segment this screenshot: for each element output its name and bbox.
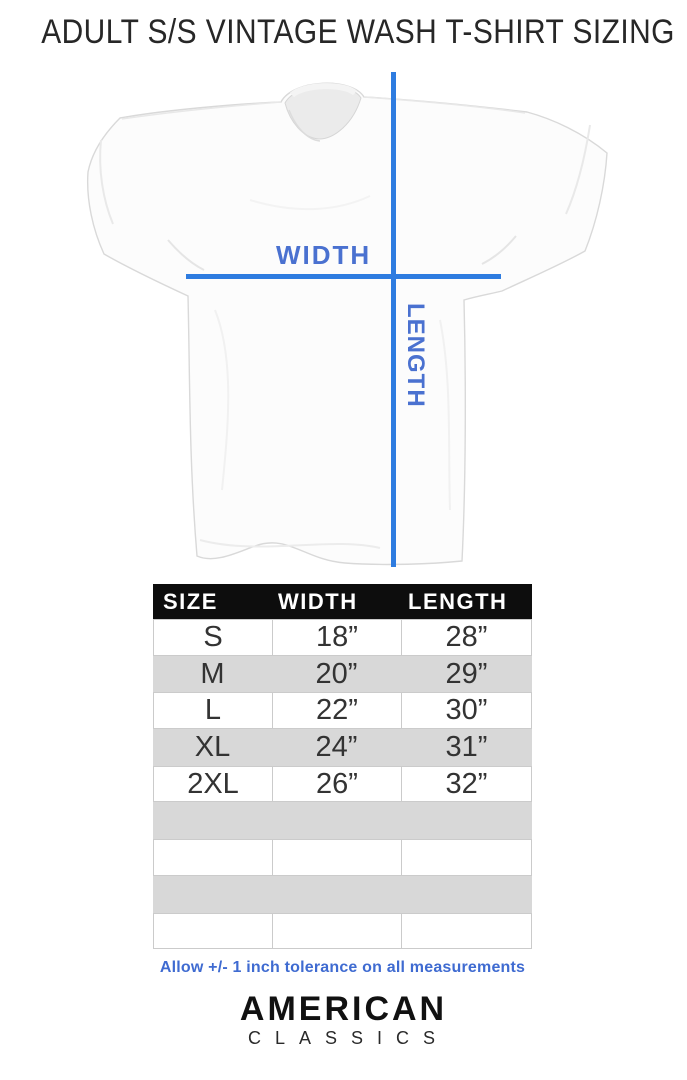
size-row-l: L 22” 30” bbox=[153, 692, 532, 730]
size-table-body: S 18” 28” M 20” 29” L 22” 30” XL 24” 31” 2XL 26” 32” bbox=[153, 619, 532, 950]
length-cell: 31” bbox=[445, 730, 488, 763]
width-measure-line bbox=[186, 274, 501, 279]
empty-cell bbox=[154, 840, 273, 875]
size-cell: S bbox=[154, 620, 273, 655]
size-row-m: M 20” 29” bbox=[153, 655, 532, 693]
size-row-s: S 18” 28” bbox=[153, 619, 532, 656]
empty-cell bbox=[402, 840, 531, 875]
width-cell: 20” bbox=[315, 657, 358, 690]
width-label: WIDTH bbox=[276, 240, 372, 270]
width-cell: 18” bbox=[273, 620, 402, 655]
tshirt-image bbox=[86, 82, 608, 566]
empty-cell bbox=[273, 840, 402, 875]
size-cell: XL bbox=[194, 730, 231, 763]
size-cell: M bbox=[200, 657, 225, 690]
brand-logo: AMERICAN CLASSICS bbox=[0, 991, 687, 1048]
tolerance-note: Allow +/- 1 inch tolerance on all measur… bbox=[159, 959, 526, 976]
brand-subname: CLASSICS bbox=[247, 1028, 450, 1048]
width-cell: 22” bbox=[273, 693, 402, 729]
size-row-2xl: 2XL 26” 32” bbox=[153, 765, 532, 803]
empty-row bbox=[153, 875, 532, 913]
size-row-xl: XL 24” 31” bbox=[153, 729, 532, 766]
brand-name: AMERICAN bbox=[239, 990, 448, 1028]
length-cell: 32” bbox=[445, 767, 488, 800]
header-size: SIZE bbox=[163, 588, 218, 614]
length-cell: 29” bbox=[445, 657, 488, 690]
length-cell: 30” bbox=[445, 694, 488, 727]
page-title: ADULT S/S VINTAGE WASH T-SHIRT SIZING bbox=[41, 13, 675, 51]
empty-row bbox=[153, 912, 532, 950]
header-length: LENGTH bbox=[408, 588, 508, 614]
width-cell: 26” bbox=[273, 766, 402, 802]
empty-cell bbox=[154, 913, 273, 949]
empty-row bbox=[153, 839, 532, 876]
width-cell: 24” bbox=[315, 730, 358, 763]
length-label: LENGTH bbox=[402, 303, 429, 408]
tshirt-measurement-diagram: WIDTH LENGTH bbox=[86, 72, 608, 567]
header-width: WIDTH bbox=[278, 588, 358, 614]
size-cell: L bbox=[154, 693, 273, 729]
empty-cell bbox=[273, 913, 402, 949]
length-cell: 28” bbox=[445, 620, 488, 653]
empty-cell bbox=[402, 914, 531, 949]
length-measure-line bbox=[391, 72, 396, 567]
size-table: SIZE WIDTH LENGTH S 18” 28” M 20” 29” L 22” 30” X… bbox=[153, 584, 532, 950]
size-table-header: SIZE WIDTH LENGTH bbox=[153, 584, 532, 619]
size-cell: 2XL bbox=[154, 766, 273, 802]
empty-row bbox=[153, 802, 532, 840]
